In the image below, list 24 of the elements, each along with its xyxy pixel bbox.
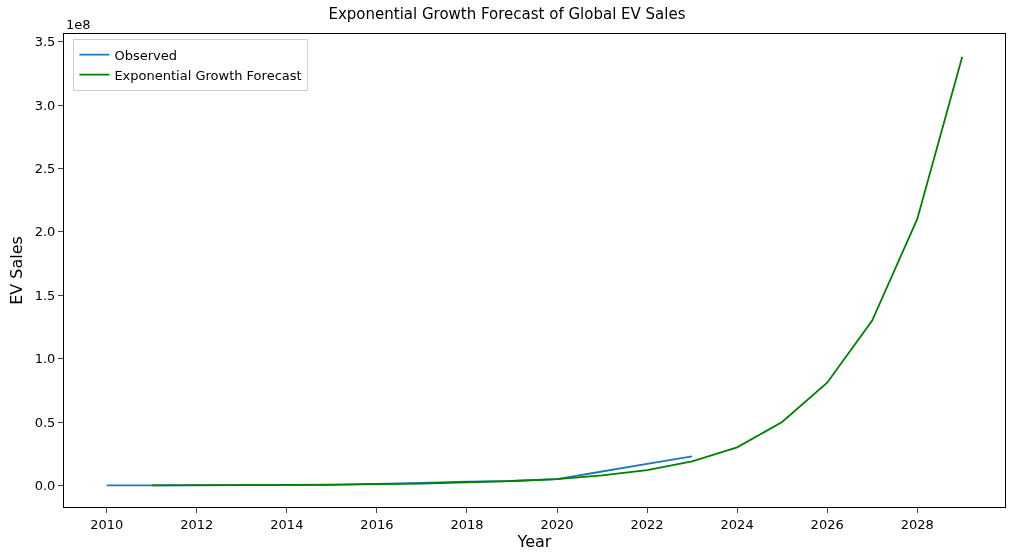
y-tick-label: 2.5 — [34, 160, 56, 176]
y-tick-label: 3.0 — [34, 97, 56, 113]
legend-label: Observed — [114, 47, 177, 63]
x-tick-label: 2020 — [540, 516, 574, 532]
chart-title: Exponential Growth Forecast of Global EV Sales — [328, 4, 686, 23]
y-tick-label: 1.5 — [34, 287, 56, 303]
y-tick-label: 0.5 — [34, 414, 56, 430]
x-tick-label: 2016 — [360, 516, 394, 532]
x-tick-label: 2012 — [180, 516, 214, 532]
legend-label: Exponential Growth Forecast — [114, 67, 302, 83]
x-axis-title: Year — [516, 531, 552, 551]
y-tick-label: 3.5 — [34, 34, 56, 50]
y-axis-title: EV Sales — [7, 236, 26, 305]
y-tick-label: 0.0 — [34, 477, 56, 493]
x-tick-label: 2026 — [810, 516, 844, 532]
x-tick-label: 2014 — [270, 516, 304, 532]
x-tick-label: 2024 — [720, 516, 754, 532]
x-tick-label: 2010 — [90, 516, 124, 532]
x-tick-label: 2018 — [450, 516, 484, 532]
text: 1e8 — [66, 17, 91, 32]
x-tick-label: 2028 — [900, 516, 934, 532]
y-tick-label: 2.0 — [34, 224, 56, 240]
x-tick-label: 2022 — [630, 516, 664, 532]
y-tick-label: 1.0 — [34, 351, 56, 367]
